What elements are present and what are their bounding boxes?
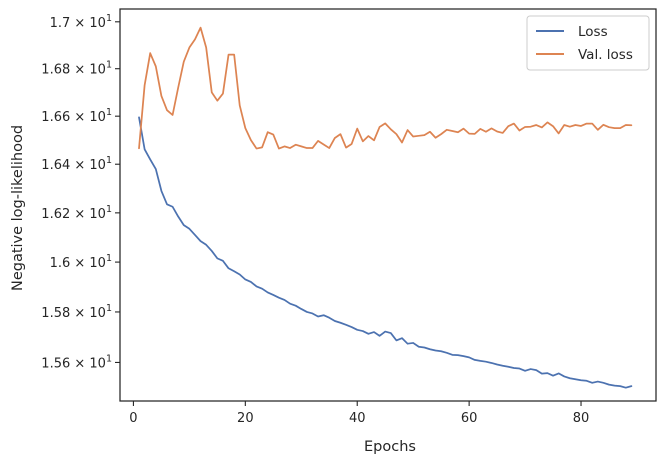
x-tick-label: 80 [573, 411, 590, 426]
plot-frame [119, 8, 657, 402]
y-tick-label: 1.68 × 101 [41, 60, 112, 78]
x-tick-label: 20 [237, 411, 254, 426]
legend-label-loss: Loss [578, 24, 608, 40]
x-tick-label: 60 [461, 411, 478, 426]
legend-box [526, 15, 650, 71]
y-tick-label: 1.62 × 101 [41, 204, 112, 222]
legend-label-val-loss: Val. loss [578, 47, 633, 63]
x-tick-label: 40 [349, 411, 366, 426]
plot-lines [138, 26, 633, 389]
series-line-val-loss [138, 26, 633, 150]
y-tick-label: 1.56 × 101 [41, 353, 112, 371]
y-axis-label: Negative log-likelihood [10, 125, 26, 291]
y-axis-ticks: 1.56 × 101 1.58 × 101 1.6 × 101 1.62 × 101 1… [41, 13, 120, 371]
series-line-loss [138, 116, 633, 389]
y-tick-label: 1.64 × 101 [41, 155, 112, 173]
y-tick-label: 1.66 × 101 [41, 107, 112, 125]
legend: Loss Val. loss [526, 15, 650, 71]
y-tick-label: 1.7 × 101 [50, 13, 112, 31]
x-tick-label: 0 [129, 411, 137, 426]
x-axis-ticks: 0 20 40 60 80 [129, 401, 589, 426]
x-axis-label: Epochs [364, 439, 416, 455]
y-tick-label: 1.6 × 101 [50, 253, 112, 271]
y-tick-label: 1.58 × 101 [41, 303, 112, 321]
